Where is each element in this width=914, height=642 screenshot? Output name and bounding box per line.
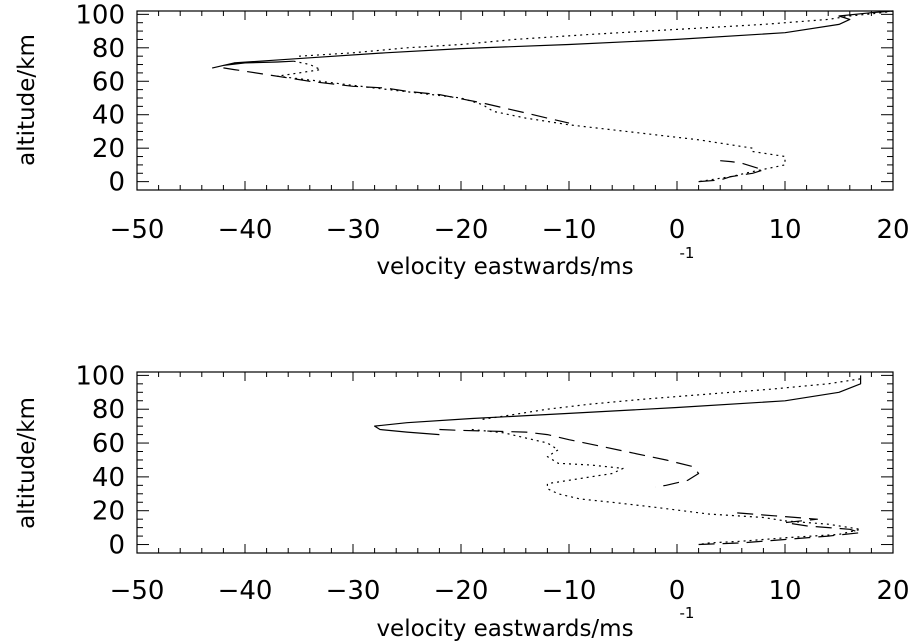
x-tick-label: 10	[768, 576, 801, 606]
y-tick-label: 100	[75, 0, 125, 30]
series-line-dotted-6	[698, 520, 862, 546]
series-line-dotted-6	[698, 150, 786, 183]
x-axis-label-superscript: -1	[680, 244, 695, 262]
series-line-dotted-4	[298, 10, 894, 57]
y-tick-label: 60	[92, 429, 125, 459]
x-tick-label: 10	[768, 215, 801, 245]
y-tick-label: 20	[92, 497, 125, 527]
y-tick-label: 20	[92, 134, 125, 164]
x-axis-label: velocity eastwards/ms	[376, 616, 633, 642]
chart-panel-2: −50 −40 −30 −20 −10 0 10 20 0 20 40 60 80 100 altitude…	[14, 361, 910, 642]
series-line-dashed-2	[439, 428, 700, 488]
plot-frame	[136, 371, 894, 554]
series-line-solid-1	[374, 375, 862, 436]
x-tick-label: −30	[326, 576, 381, 606]
y-tick-label: 40	[92, 463, 125, 493]
x-tick-label: 20	[876, 215, 909, 245]
series-line-dashed-3	[698, 511, 862, 546]
x-tick-label: −20	[434, 576, 489, 606]
chart-panel-1: −50 −40 −30 −20 −10 0 10 20020406080100altitude…	[14, 0, 910, 280]
y-tick-label: 40	[92, 101, 125, 131]
y-axis-label: altitude/km	[14, 397, 40, 529]
x-tick-label: 20	[876, 576, 909, 606]
x-tick-label: −10	[542, 215, 597, 245]
x-tick-label: 0	[669, 576, 686, 606]
series-line-dotted-5	[276, 60, 753, 149]
series-line-dashed-2	[223, 67, 570, 124]
y-tick-label: 80	[92, 395, 125, 425]
x-tick-label: −40	[218, 576, 273, 606]
x-axis-label-superscript: -1	[680, 604, 695, 622]
series-line-solid-1	[212, 10, 894, 69]
y-axis-label: altitude/km	[14, 34, 40, 166]
x-tick-label: −50	[110, 215, 165, 245]
series-line-dashed-3	[698, 160, 765, 183]
series-line-dotted-5	[471, 428, 786, 522]
y-tick-label: 100	[75, 361, 125, 391]
series-line-dotted-4	[482, 375, 862, 420]
y-tick-label: 80	[92, 34, 125, 64]
x-tick-label: −20	[434, 215, 489, 245]
x-tick-label: −50	[110, 576, 165, 606]
y-tick-label: 0	[108, 531, 125, 561]
x-tick-label: −10	[542, 576, 597, 606]
x-axis-label: velocity eastwards/ms	[376, 254, 633, 280]
y-tick-label: 0	[108, 168, 125, 198]
y-tick-label: 60	[92, 67, 125, 97]
x-tick-label: −30	[326, 215, 381, 245]
plot-frame	[136, 10, 894, 191]
x-tick-label: −40	[218, 215, 273, 245]
x-tick-label: 0	[669, 215, 686, 245]
